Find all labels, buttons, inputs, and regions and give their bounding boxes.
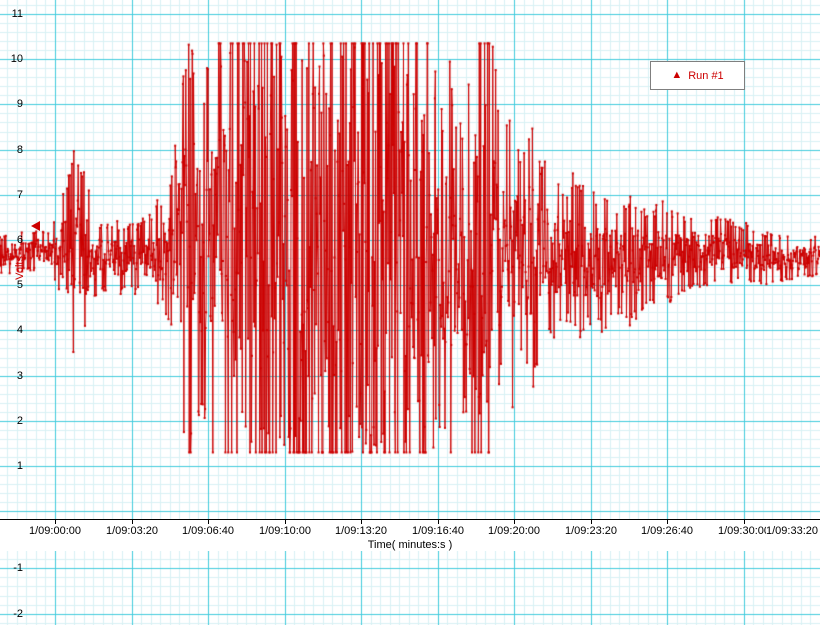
x-tick-mark <box>208 520 209 524</box>
legend[interactable]: ▲ Run #1 <box>650 61 745 90</box>
y-tick-label: 6 <box>16 234 23 246</box>
y-tick-label: 2 <box>16 414 23 427</box>
x-tick-mark <box>591 520 592 524</box>
legend-label: Run #1 <box>688 69 724 82</box>
x-tick-label: 1/09:30:00 <box>718 525 770 537</box>
x-tick-mark <box>361 520 362 524</box>
x-tick-label: 1/09:16:40 <box>412 525 464 537</box>
x-tick-label: 1/09:10:00 <box>259 525 311 537</box>
x-tick-mark <box>744 520 745 524</box>
y-tick-label: -2 <box>13 607 23 620</box>
y-tick-label: 10 <box>10 53 23 66</box>
axis-marker-triangle-icon[interactable] <box>31 221 40 232</box>
legend-triangle-icon: ▲ <box>671 69 683 81</box>
y-tick-label: 7 <box>16 188 23 201</box>
x-tick-mark <box>285 520 286 524</box>
x-tick-label: 1/09:00:00 <box>29 525 81 537</box>
y-tick-label: 5 <box>16 279 23 292</box>
y-tick-label: 3 <box>16 369 23 382</box>
x-tick-label: 1/09:03:20 <box>106 525 158 537</box>
x-tick-mark <box>55 520 56 524</box>
x-tick-label: 1/09:06:40 <box>182 525 234 537</box>
y-axis-title: Volts <box>14 256 26 280</box>
x-tick-label: 1/09:23:20 <box>565 525 617 537</box>
x-tick-mark <box>438 520 439 524</box>
y-tick-label: 9 <box>16 98 23 111</box>
x-tick-mark <box>514 520 515 524</box>
y-tick-label: 1 <box>16 460 23 472</box>
x-tick-mark <box>667 520 668 524</box>
y-tick-label: 8 <box>16 143 23 156</box>
y-tick-label: -1 <box>13 562 23 575</box>
x-axis-title: Time( minutes:s ) <box>367 539 453 551</box>
x-tick-label: 1/09:33:20 <box>766 525 818 537</box>
x-tick-label: 1/09:20:00 <box>488 525 540 537</box>
x-tick-label: 1/09:13:20 <box>335 525 387 537</box>
x-tick-mark <box>132 520 133 524</box>
x-axis-band: Time( minutes:s ) 1/09:00:00 1/09:03:20 1/… <box>0 519 820 551</box>
y-tick-label: 4 <box>16 324 23 337</box>
y-tick-label: 11 <box>11 8 23 20</box>
x-tick-label: 1/09:26:40 <box>641 525 693 537</box>
